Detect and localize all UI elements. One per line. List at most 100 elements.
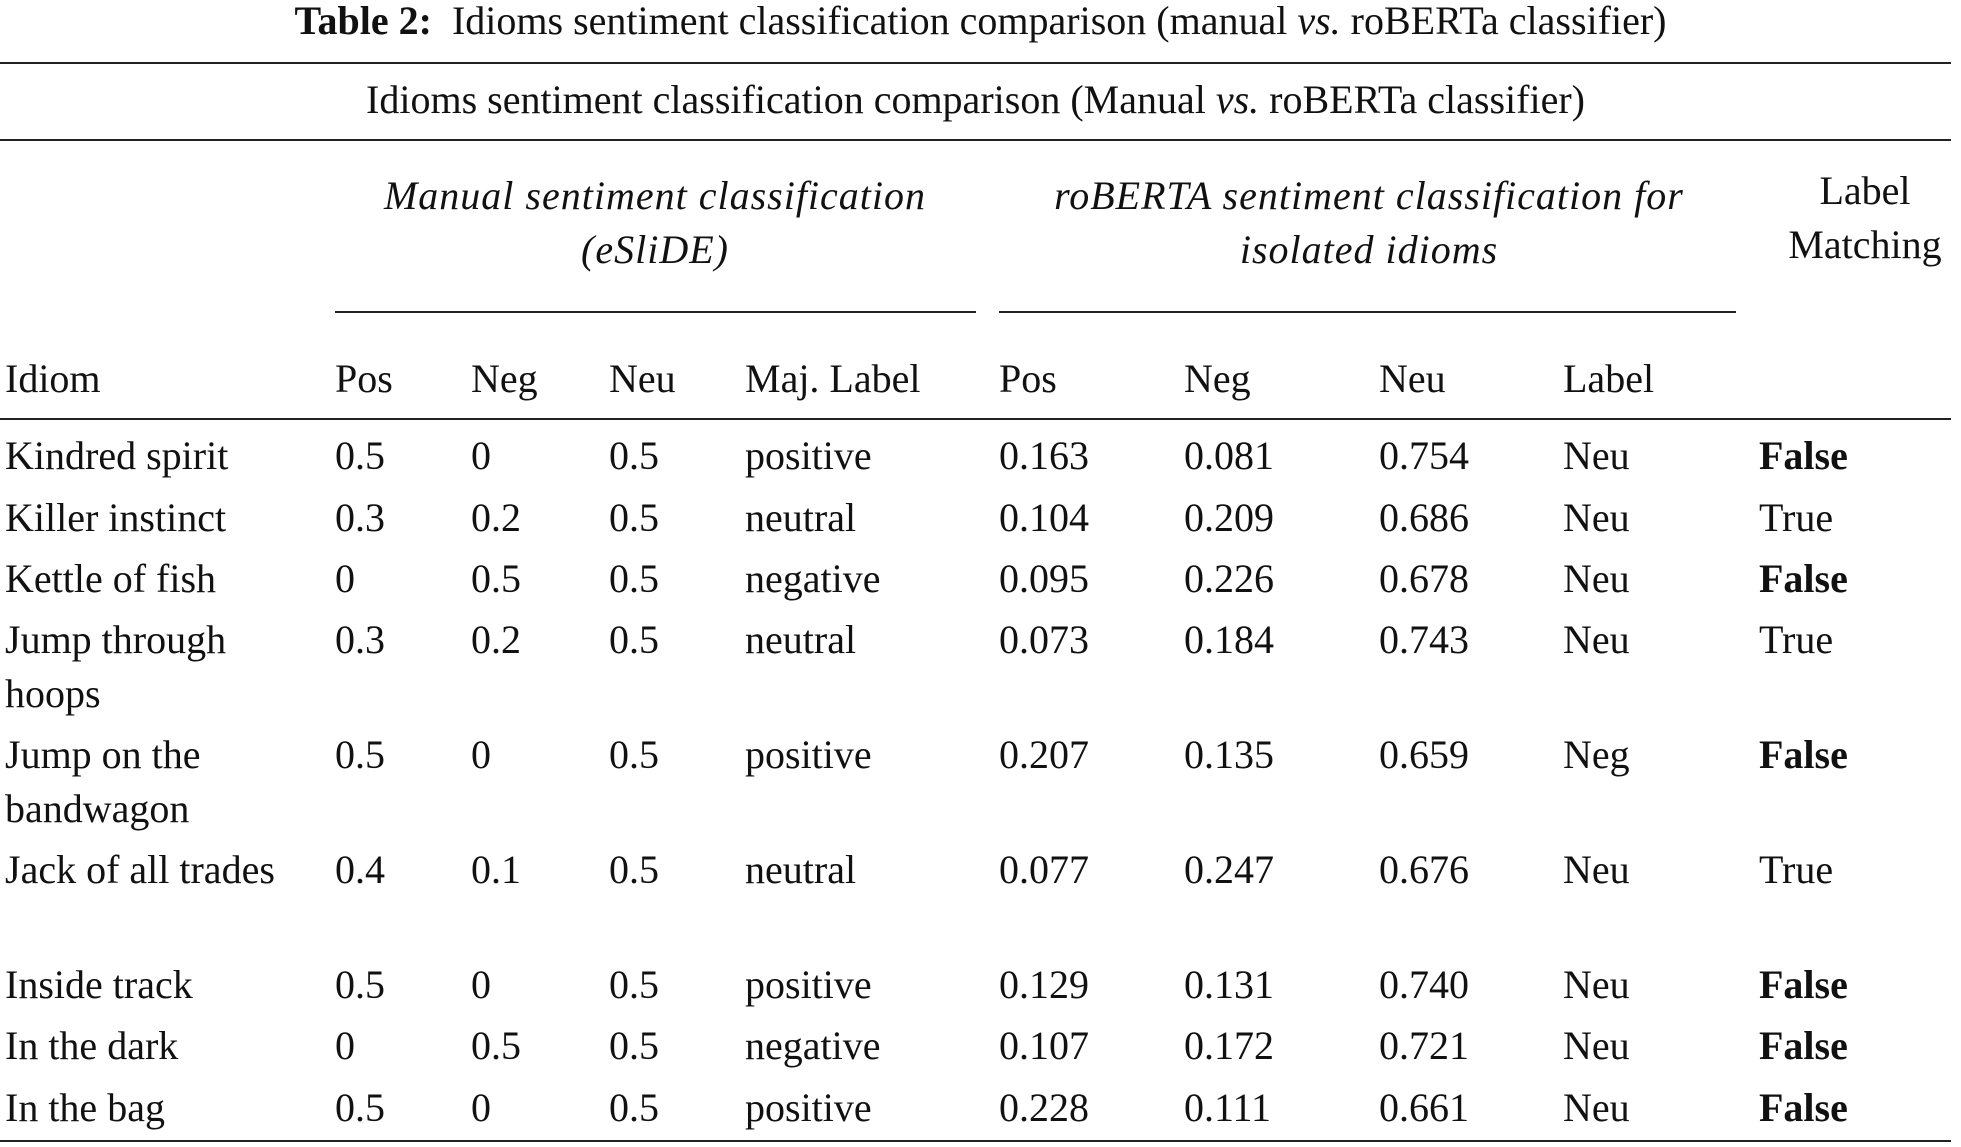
cell: 0.5 (335, 732, 385, 777)
row-label: Inside track (5, 962, 193, 1007)
row-label: Kettle of fish (5, 556, 217, 601)
cell: 0.743 (1379, 617, 1469, 662)
cell: 0.107 (999, 1023, 1089, 1068)
cell: neutral (745, 617, 857, 662)
cell: 0 (471, 1085, 491, 1130)
column-header: Label (1563, 356, 1655, 401)
bottom-rule (0, 1140, 1951, 1142)
caption-text: Idioms sentiment classification comparis… (451, 0, 1288, 43)
cell: False (1759, 433, 1848, 478)
cell: 0.095 (999, 556, 1089, 601)
cell: 0.5 (609, 962, 659, 1007)
cell: 0.754 (1379, 433, 1469, 478)
row-label: Jump on the bandwagon (5, 732, 201, 831)
column-header: Pos (999, 356, 1057, 401)
cell: 0.073 (999, 617, 1089, 662)
cell: 0.5 (609, 556, 659, 601)
cell: 0.184 (1184, 617, 1274, 662)
cell: 0.207 (999, 732, 1089, 777)
cell: 0 (335, 1023, 355, 1068)
cell: 0.678 (1379, 556, 1469, 601)
cell: False (1759, 962, 1848, 1007)
cell: positive (745, 962, 872, 1007)
caption-vs: vs. (1297, 0, 1341, 43)
title-rule (0, 139, 1951, 141)
row-label: Kindred spirit (5, 433, 229, 478)
cell: 0.163 (999, 433, 1089, 478)
row-label: In the dark (5, 1023, 179, 1068)
row-label: Jack of all trades (5, 847, 275, 892)
cell: 0 (471, 732, 491, 777)
cell: 0.228 (999, 1085, 1089, 1130)
cell: 0.135 (1184, 732, 1274, 777)
title-text-end: roBERTa classifier) (1269, 77, 1585, 122)
cell: neutral (745, 847, 857, 892)
column-header: Neg (471, 356, 538, 401)
cell: 0.3 (335, 617, 385, 662)
cell: 0.5 (609, 732, 659, 777)
cell: 0.129 (999, 962, 1089, 1007)
caption: Table 2: Idioms sentiment classification… (0, 0, 1961, 48)
group-rule (335, 311, 976, 313)
cell: negative (745, 556, 881, 601)
top-rule (0, 62, 1951, 64)
cell: 0.2 (471, 617, 521, 662)
cell: 0.172 (1184, 1023, 1274, 1068)
group-header: Label Matching (1788, 168, 1942, 267)
cell: Neu (1563, 962, 1630, 1007)
cell: 0.5 (609, 1085, 659, 1130)
cell: 0.3 (335, 495, 385, 540)
cell: Neu (1563, 433, 1630, 478)
cell: 0.5 (609, 1023, 659, 1068)
cell: False (1759, 556, 1848, 601)
cell: positive (745, 433, 872, 478)
row-label: Killer instinct (5, 495, 227, 540)
cell: False (1759, 732, 1848, 777)
cell: 0.4 (335, 847, 385, 892)
cell: 0.661 (1379, 1085, 1469, 1130)
group-rule (999, 311, 1736, 313)
cell: Neu (1563, 556, 1630, 601)
cell: 0 (471, 962, 491, 1007)
column-header: Idiom (5, 356, 101, 401)
column-header: Pos (335, 356, 393, 401)
cell: 0 (471, 433, 491, 478)
cell: True (1759, 617, 1834, 662)
cell: 0.676 (1379, 847, 1469, 892)
cell: Neg (1563, 732, 1630, 777)
row-label: Jump through hoops (5, 617, 227, 716)
cell: positive (745, 1085, 872, 1130)
cell: 0.131 (1184, 962, 1274, 1007)
cell: 0.081 (1184, 433, 1274, 478)
cell: 0.104 (999, 495, 1089, 540)
cell: Neu (1563, 1023, 1630, 1068)
cell: 0.5 (609, 847, 659, 892)
cell: 0.5 (609, 617, 659, 662)
cell: 0.5 (609, 495, 659, 540)
cell: 0.5 (609, 433, 659, 478)
title-vs: vs. (1215, 77, 1260, 122)
cell: False (1759, 1023, 1848, 1068)
caption-text-end: roBERTa classifier) (1350, 0, 1667, 43)
cell: 0.659 (1379, 732, 1469, 777)
column-header: Neu (609, 356, 676, 401)
column-header: Maj. Label (745, 356, 921, 401)
cell: 0.5 (471, 556, 521, 601)
cell: 0.5 (335, 962, 385, 1007)
cell: neutral (745, 495, 857, 540)
cell: Neu (1563, 617, 1630, 662)
cell: Neu (1563, 1085, 1630, 1130)
cell: 0.226 (1184, 556, 1274, 601)
cell: 0.740 (1379, 962, 1469, 1007)
cell: 0.209 (1184, 495, 1274, 540)
column-header: Neu (1379, 356, 1446, 401)
cell: negative (745, 1023, 881, 1068)
row-label: In the bag (5, 1085, 165, 1130)
cell: 0.721 (1379, 1023, 1469, 1068)
column-header: Neg (1184, 356, 1251, 401)
cell: 0.111 (1184, 1085, 1272, 1130)
cell: 0.077 (999, 847, 1089, 892)
cell: positive (745, 732, 872, 777)
cell: 0.1 (471, 847, 521, 892)
